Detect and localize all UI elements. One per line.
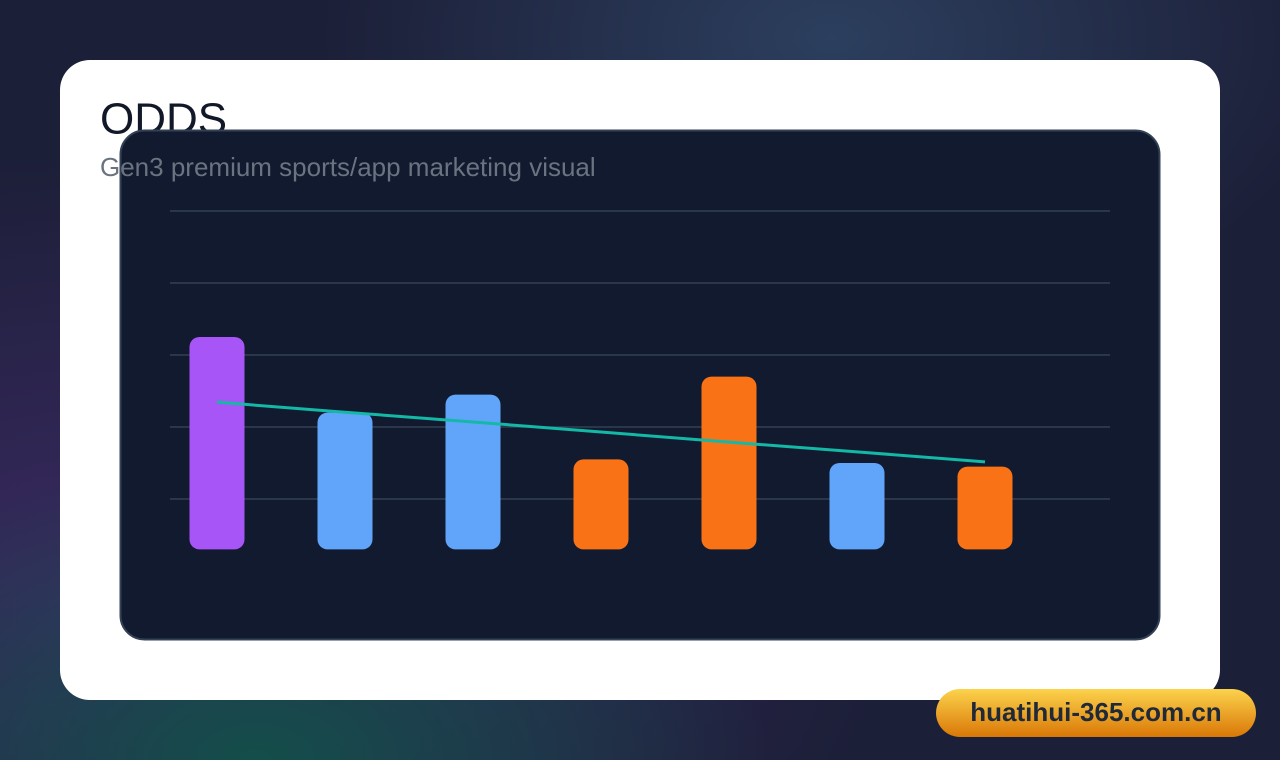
bar bbox=[445, 394, 501, 550]
bar bbox=[957, 466, 1013, 550]
plot-panel bbox=[119, 129, 1161, 641]
bar bbox=[317, 412, 373, 550]
bar bbox=[189, 337, 245, 550]
chart-subtitle: Gen3 premium sports/app marketing visual bbox=[100, 152, 596, 182]
watermark-badge bbox=[936, 689, 1256, 737]
trend-line bbox=[216, 400, 986, 464]
bar bbox=[701, 376, 757, 550]
bar bbox=[829, 463, 885, 550]
bar bbox=[573, 459, 629, 550]
watermark: huatihui-365.com.cn bbox=[970, 697, 1221, 727]
plot-area bbox=[170, 210, 1110, 550]
